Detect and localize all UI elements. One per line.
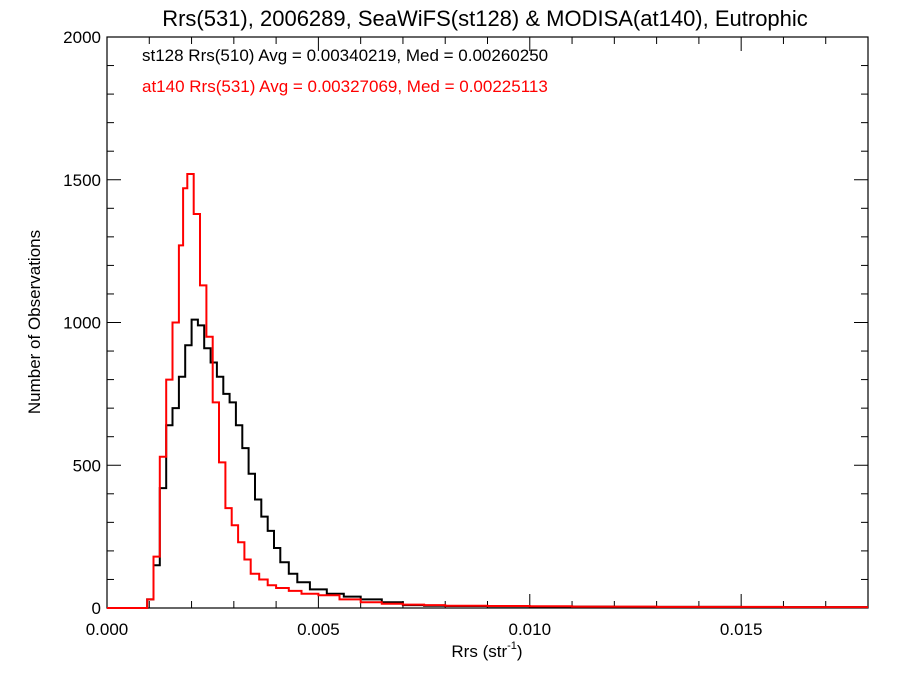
series-line-st128 [107,318,868,609]
y-tick-label: 1000 [63,314,101,333]
x-tick-label: 0.000 [86,620,129,639]
y-tick-label: 1500 [63,171,101,190]
legend-entry-st128: st128 Rrs(510) Avg = 0.00340219, Med = 0… [142,46,548,65]
x-axis-label: Rrs (str-1) [451,640,522,661]
y-tick-label: 2000 [63,28,101,47]
y-axis-label: Number of Observations [25,230,44,414]
x-axis-label-close: ) [517,642,523,661]
series-line-at140 [107,173,868,609]
x-axis-tick-labels: 0.000 0.005 0.010 0.015 [86,620,763,639]
chart-title: Rrs(531), 2006289, SeaWiFS(st128) & MODI… [162,6,808,31]
series-lines [107,173,868,609]
x-tick-label: 0.005 [297,620,340,639]
y-axis-tick-labels: 0 500 1000 1500 2000 [63,28,101,618]
x-axis-label-main: Rrs (str [451,642,507,661]
y-tick-label: 0 [92,599,101,618]
x-tick-label: 0.015 [720,620,763,639]
y-tick-label: 500 [73,456,101,475]
x-axis-label-superscript: -1 [507,640,517,652]
legend-entry-at140: at140 Rrs(531) Avg = 0.00327069, Med = 0… [142,77,548,96]
x-axis-ticks [106,37,827,608]
y-axis-ticks [107,36,868,609]
plot-frame [106,36,869,609]
x-tick-label: 0.010 [509,620,552,639]
